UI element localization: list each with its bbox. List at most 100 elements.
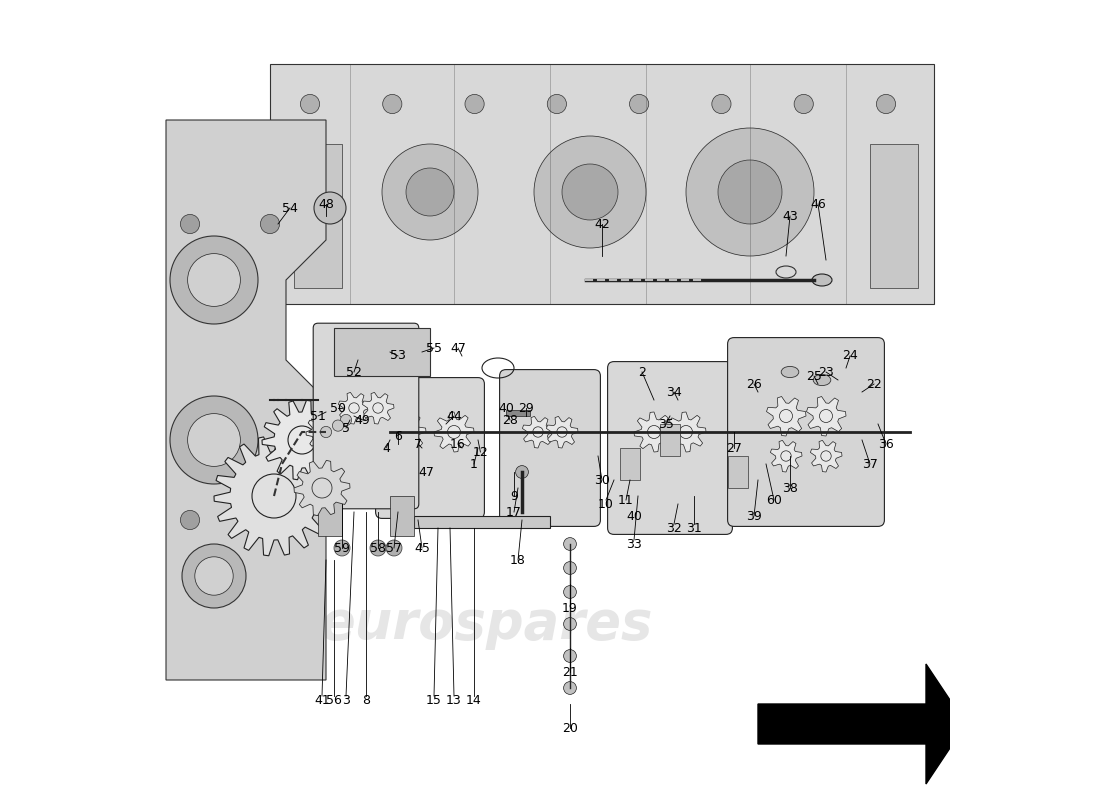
Circle shape (534, 136, 646, 248)
Polygon shape (770, 441, 802, 472)
Text: 11: 11 (618, 494, 634, 506)
Circle shape (562, 164, 618, 220)
Text: 13: 13 (447, 694, 462, 706)
Text: 52: 52 (346, 366, 362, 378)
Circle shape (563, 586, 576, 598)
Text: 16: 16 (450, 438, 466, 450)
Polygon shape (758, 664, 966, 784)
Polygon shape (811, 441, 842, 472)
Text: 40: 40 (498, 402, 514, 414)
Circle shape (718, 160, 782, 224)
Text: 59: 59 (334, 542, 350, 554)
Polygon shape (214, 436, 334, 556)
Circle shape (314, 192, 346, 224)
Circle shape (680, 426, 693, 438)
Polygon shape (522, 417, 554, 448)
Polygon shape (666, 412, 706, 452)
Circle shape (557, 427, 568, 437)
Text: 32: 32 (667, 522, 682, 534)
Text: 53: 53 (390, 350, 406, 362)
Circle shape (332, 420, 343, 431)
Text: 26: 26 (746, 378, 762, 390)
Circle shape (821, 451, 832, 461)
Circle shape (261, 510, 279, 530)
Text: 50: 50 (330, 402, 346, 414)
Circle shape (180, 510, 199, 530)
Polygon shape (767, 397, 806, 436)
Text: eurospares: eurospares (319, 598, 652, 650)
Text: 10: 10 (598, 498, 614, 510)
FancyBboxPatch shape (727, 338, 884, 526)
Polygon shape (634, 412, 674, 452)
Text: 29: 29 (518, 402, 534, 414)
Text: 57: 57 (386, 542, 402, 554)
Text: 34: 34 (667, 386, 682, 398)
Polygon shape (386, 412, 426, 452)
Polygon shape (262, 400, 342, 480)
Text: 44: 44 (447, 410, 462, 422)
Circle shape (386, 540, 402, 556)
Bar (506, 410, 530, 416)
Text: 15: 15 (426, 694, 442, 706)
Text: 5: 5 (342, 422, 350, 434)
Text: 14: 14 (466, 694, 482, 706)
Text: 22: 22 (866, 378, 882, 390)
Bar (390, 496, 414, 536)
Circle shape (319, 425, 333, 439)
Circle shape (563, 618, 576, 630)
Circle shape (448, 426, 461, 438)
Text: 1: 1 (470, 458, 477, 470)
Bar (318, 496, 342, 536)
Text: 40: 40 (626, 510, 642, 522)
Circle shape (406, 168, 454, 216)
Polygon shape (339, 393, 370, 424)
Text: 28: 28 (502, 414, 518, 426)
Circle shape (334, 540, 350, 556)
Circle shape (188, 254, 241, 306)
Circle shape (532, 427, 543, 437)
Polygon shape (362, 393, 394, 424)
Circle shape (648, 426, 660, 438)
Text: 43: 43 (782, 210, 797, 222)
Circle shape (563, 538, 576, 550)
Circle shape (349, 403, 360, 414)
Text: 25: 25 (806, 370, 822, 382)
Text: 12: 12 (473, 446, 488, 458)
Circle shape (320, 426, 331, 438)
Text: 54: 54 (282, 202, 298, 214)
Circle shape (383, 94, 402, 114)
Text: 38: 38 (782, 482, 797, 494)
Circle shape (261, 214, 279, 234)
Text: 45: 45 (414, 542, 430, 554)
Circle shape (780, 410, 792, 422)
Circle shape (312, 478, 332, 498)
Bar (414, 516, 550, 528)
Circle shape (563, 682, 576, 694)
Circle shape (629, 94, 649, 114)
Circle shape (686, 128, 814, 256)
Text: 18: 18 (510, 554, 526, 566)
Text: 47: 47 (418, 466, 433, 478)
Circle shape (399, 426, 412, 438)
Circle shape (820, 410, 833, 422)
Bar (728, 456, 748, 488)
Bar (620, 448, 639, 480)
Text: 46: 46 (810, 198, 826, 210)
FancyBboxPatch shape (314, 323, 419, 509)
Circle shape (370, 540, 386, 556)
Ellipse shape (813, 374, 830, 386)
Circle shape (794, 94, 813, 114)
Circle shape (340, 414, 352, 426)
Text: 3: 3 (342, 694, 350, 706)
Text: 51: 51 (310, 410, 326, 422)
Circle shape (252, 474, 296, 518)
Text: 42: 42 (594, 218, 609, 230)
Text: 30: 30 (594, 474, 609, 486)
Bar (870, 144, 918, 288)
Text: 27: 27 (726, 442, 741, 454)
Text: 58: 58 (370, 542, 386, 554)
Text: 17: 17 (506, 506, 521, 518)
Circle shape (195, 557, 233, 595)
Polygon shape (434, 412, 474, 452)
Circle shape (182, 544, 246, 608)
